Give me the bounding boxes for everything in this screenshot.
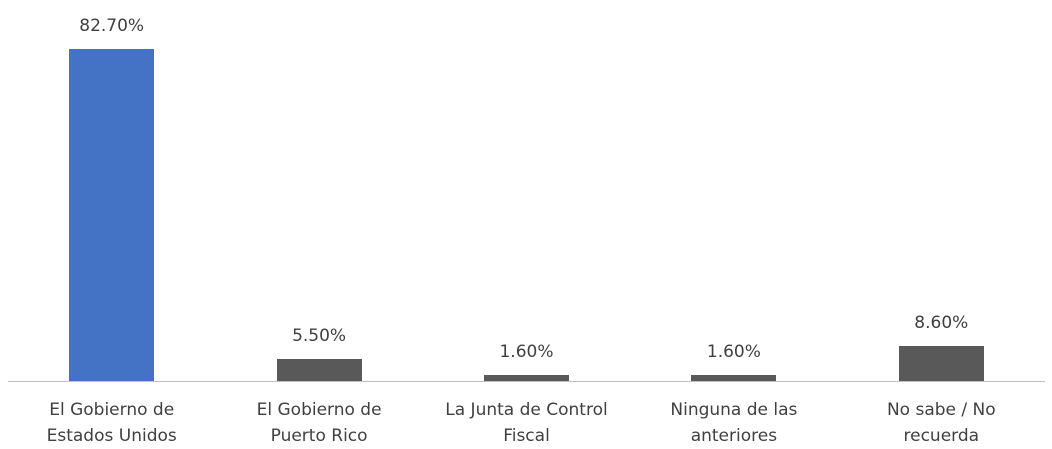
value-label: 82.70% — [79, 16, 145, 36]
bar — [69, 49, 155, 381]
bar — [691, 374, 777, 381]
value-label: 1.60% — [706, 341, 761, 362]
x-tick-label: No sabe / No recuerda — [886, 400, 996, 446]
x-tick-label: Ninguna de las anteriores — [670, 400, 798, 446]
x-tick-label: El Gobierno de Estados Unidos — [46, 400, 177, 446]
value-label: 8.60% — [914, 313, 969, 334]
x-tick-label: El Gobierno de Puerto Rico — [256, 400, 382, 446]
bar — [276, 358, 362, 381]
value-label: 5.50% — [292, 325, 347, 346]
x-tick-label: La Junta de Control Fiscal — [445, 400, 608, 446]
x-axis — [8, 381, 1045, 382]
bar — [484, 374, 569, 381]
bar — [898, 346, 984, 381]
value-label: 1.60% — [499, 341, 554, 362]
